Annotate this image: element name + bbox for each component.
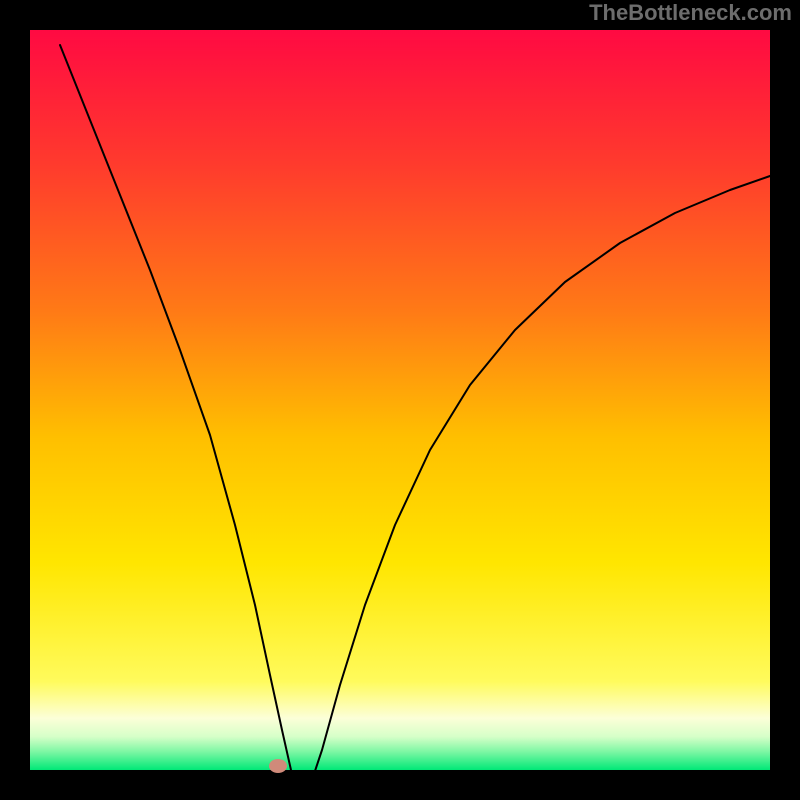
optimal-point-marker [269,759,287,773]
watermark-text: TheBottleneck.com [589,0,792,26]
bottleneck-curve [0,0,800,800]
chart-container: TheBottleneck.com [0,0,800,800]
